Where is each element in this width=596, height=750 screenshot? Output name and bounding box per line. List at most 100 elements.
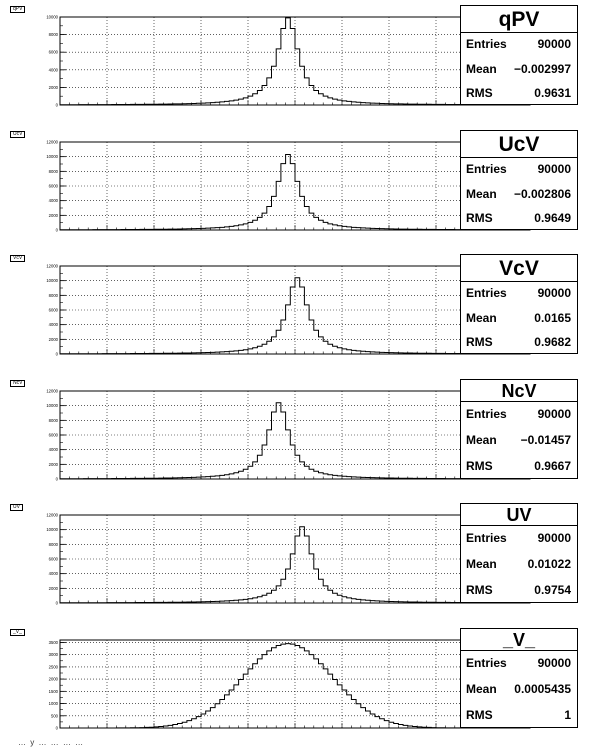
histogram-line bbox=[59, 17, 531, 106]
histogram-line bbox=[59, 277, 531, 355]
stats-title: NcV bbox=[461, 380, 577, 402]
stats-value: −0.002997 bbox=[513, 61, 571, 76]
histogram-line bbox=[59, 402, 531, 480]
stats-key: Mean bbox=[466, 682, 497, 696]
y-tick-label: 6000 bbox=[49, 50, 59, 55]
histogram-panel-2: 0 2000 4000 6000 8000 10000 12000 bbox=[46, 140, 531, 233]
stats-title: UcV bbox=[461, 131, 577, 158]
stats-key: Mean bbox=[466, 557, 497, 571]
stats-title: qPV bbox=[461, 6, 577, 33]
stats-key: Mean bbox=[466, 61, 497, 76]
stats-title: VcV bbox=[461, 255, 577, 282]
y-tick-label: 8000 bbox=[49, 293, 59, 298]
y-tick-label: 8000 bbox=[49, 418, 59, 423]
y-tick-label: 2000 bbox=[49, 337, 59, 342]
stats-title: UV bbox=[461, 504, 577, 526]
y-tick-label: 6000 bbox=[49, 308, 59, 313]
stats-value: 0.01022 bbox=[527, 557, 571, 571]
y-tick-label: 0 bbox=[56, 726, 59, 731]
histogram-line bbox=[60, 643, 530, 729]
stats-value: 0.9631 bbox=[534, 85, 571, 100]
stats-value: −0.002806 bbox=[513, 186, 571, 201]
y-tick-label: 2000 bbox=[49, 213, 59, 218]
stats-value: −0.01457 bbox=[520, 433, 571, 447]
stats-title: _V_ bbox=[461, 629, 577, 651]
stats-key: RMS bbox=[466, 334, 493, 349]
stats-box: qPV Entries 90000 Mean −0.002997 RMS 0.9631 bbox=[460, 5, 578, 105]
y-tick-label: 4000 bbox=[49, 447, 59, 452]
footer-text: … y … … … … bbox=[18, 738, 85, 747]
histogram-panel-1: 0 2000 4000 6000 8000 10000 bbox=[46, 15, 531, 108]
y-tick-label: 2500 bbox=[49, 664, 59, 669]
stats-value: 0.9667 bbox=[534, 459, 571, 473]
stats-value: 90000 bbox=[537, 656, 571, 670]
y-tick-label: 4000 bbox=[49, 67, 59, 72]
histogram-panel-6: 0 500 1000 1500 2000 2500 3000 3500 bbox=[49, 639, 531, 731]
pad-label: UcV bbox=[10, 131, 26, 138]
y-tick-label: 500 bbox=[51, 713, 59, 718]
histogram-panel-3: 0 2000 4000 6000 8000 10000 12000 bbox=[46, 264, 531, 357]
y-tick-label: 10000 bbox=[46, 154, 58, 159]
stats-key: Entries bbox=[466, 37, 507, 52]
stats-key: Mean bbox=[466, 310, 497, 325]
stats-key: Entries bbox=[466, 162, 507, 177]
stats-key: RMS bbox=[466, 459, 493, 473]
y-tick-label: 12000 bbox=[46, 264, 58, 269]
stats-value: 0.0165 bbox=[534, 310, 571, 325]
stats-key: RMS bbox=[466, 583, 493, 597]
stats-key: RMS bbox=[466, 210, 493, 225]
stats-value: 0.0005435 bbox=[514, 682, 571, 696]
y-tick-label: 6000 bbox=[49, 433, 59, 438]
y-tick-label: 6000 bbox=[49, 184, 59, 189]
y-tick-label: 10000 bbox=[46, 15, 58, 20]
stats-value: 0.9682 bbox=[534, 334, 571, 349]
y-tick-label: 4000 bbox=[49, 198, 59, 203]
y-tick-label: 0 bbox=[56, 228, 59, 233]
stats-value: 90000 bbox=[537, 407, 571, 421]
stats-box: NcV Entries 90000 Mean −0.01457 RMS 0.9667 bbox=[460, 379, 578, 479]
stats-key: Mean bbox=[466, 433, 497, 447]
y-tick-label: 8000 bbox=[49, 542, 59, 547]
y-tick-label: 10000 bbox=[46, 527, 58, 532]
y-tick-label: 12000 bbox=[46, 389, 58, 394]
stats-value: 0.9754 bbox=[534, 583, 571, 597]
stats-box: VcV Entries 90000 Mean 0.0165 RMS 0.9682 bbox=[460, 254, 578, 354]
stats-key: RMS bbox=[466, 708, 493, 722]
y-tick-label: 1000 bbox=[49, 701, 59, 706]
stats-key: Entries bbox=[466, 407, 507, 421]
stats-box: UV Entries 90000 Mean 0.01022 RMS 0.9754 bbox=[460, 503, 578, 603]
y-tick-label: 2000 bbox=[49, 677, 59, 682]
stats-box: UcV Entries 90000 Mean −0.002806 RMS 0.9649 bbox=[460, 130, 578, 230]
y-tick-label: 10000 bbox=[46, 278, 58, 283]
histogram-panel-5: 0 2000 4000 6000 8000 10000 12000 bbox=[46, 513, 531, 606]
pad-label: UV bbox=[10, 504, 23, 511]
stats-value: 1 bbox=[564, 708, 571, 722]
stats-key: Entries bbox=[466, 286, 507, 301]
stats-key: Mean bbox=[466, 186, 497, 201]
y-tick-label: 12000 bbox=[46, 140, 58, 145]
y-tick-label: 8000 bbox=[49, 169, 59, 174]
stats-value: 90000 bbox=[537, 286, 571, 301]
y-tick-label: 2000 bbox=[49, 462, 59, 467]
y-tick-label: 0 bbox=[56, 477, 59, 482]
stats-value: 0.9649 bbox=[534, 210, 571, 225]
stats-value: 90000 bbox=[537, 162, 571, 177]
y-tick-label: 4000 bbox=[49, 571, 59, 576]
y-tick-label: 2000 bbox=[49, 586, 59, 591]
y-tick-label: 8000 bbox=[49, 32, 59, 37]
stats-key: RMS bbox=[466, 85, 493, 100]
pad-label: NcV bbox=[10, 380, 26, 387]
y-tick-label: 3000 bbox=[49, 652, 59, 657]
histogram-line bbox=[59, 153, 531, 231]
histogram-line bbox=[59, 526, 531, 604]
y-tick-label: 4000 bbox=[49, 322, 59, 327]
y-tick-label: 10000 bbox=[46, 403, 58, 408]
y-tick-label: 1500 bbox=[49, 689, 59, 694]
stats-box: _V_ Entries 90000 Mean 0.0005435 RMS 1 bbox=[460, 628, 578, 728]
stats-key: Entries bbox=[466, 656, 507, 670]
stats-key: Entries bbox=[466, 531, 507, 545]
y-tick-label: 12000 bbox=[46, 513, 58, 518]
pad-label: _V_ bbox=[10, 629, 25, 636]
y-tick-label: 3500 bbox=[49, 640, 59, 645]
y-tick-label: 0 bbox=[56, 352, 59, 357]
